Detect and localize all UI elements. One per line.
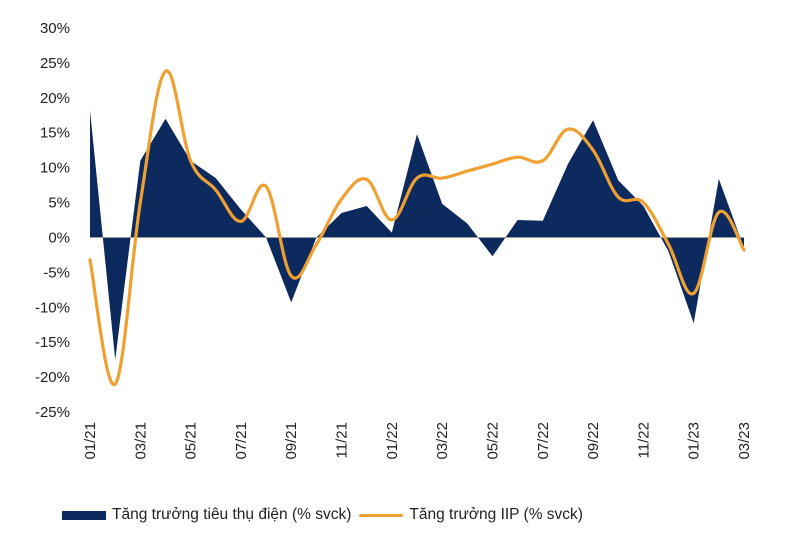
x-axis-tick-labels: 01/21 03/21 05/21 07/21 09/21 11/21 01/22 03/22… xyxy=(82,422,753,460)
x-tick-label: 09/22 xyxy=(585,422,602,460)
x-tick-label: 01/21 xyxy=(82,422,99,460)
y-tick-label: -5% xyxy=(43,264,70,281)
y-tick-label: 5% xyxy=(48,195,70,212)
y-tick-label: 10% xyxy=(40,160,70,177)
x-tick-label: 07/21 xyxy=(233,422,250,460)
x-tick-label: 01/23 xyxy=(686,422,703,460)
y-tick-label: 15% xyxy=(40,125,70,142)
legend-item-power: Tăng trưởng tiêu thụ điện (% svck) xyxy=(62,506,351,524)
legend: Tăng trưởng tiêu thụ điện (% svck) Tăng … xyxy=(62,503,591,527)
y-tick-label: -10% xyxy=(35,299,70,316)
legend-label-iip: Tăng trưởng IIP (% svck) xyxy=(409,506,583,523)
x-tick-label: 01/22 xyxy=(384,422,401,460)
y-tick-label: 25% xyxy=(40,55,70,72)
x-tick-label: 11/21 xyxy=(334,422,351,458)
x-tick-label: 03/23 xyxy=(736,422,753,460)
x-tick-label: 07/22 xyxy=(535,422,552,460)
legend-line-swatch xyxy=(359,513,404,517)
x-tick-label: 05/22 xyxy=(484,422,501,460)
legend-item-iip: Tăng trưởng IIP (% svck) xyxy=(359,506,583,524)
x-tick-label: 05/21 xyxy=(183,422,200,460)
iip-line xyxy=(88,69,746,386)
y-tick-label: 0% xyxy=(48,229,70,246)
x-tick-label: 09/21 xyxy=(283,422,300,460)
legend-label-power: Tăng trưởng tiêu thụ điện (% svck) xyxy=(112,506,352,523)
x-tick-label: 11/22 xyxy=(635,422,652,458)
y-tick-label: -25% xyxy=(35,404,70,421)
x-tick-label: 03/21 xyxy=(132,422,149,460)
y-tick-label: -20% xyxy=(35,369,70,386)
x-tick-label: 03/22 xyxy=(434,422,451,460)
power-consumption-area xyxy=(90,110,744,360)
y-tick-label: 30% xyxy=(40,20,70,37)
y-tick-label: -15% xyxy=(35,334,70,351)
legend-area-swatch xyxy=(62,510,106,520)
y-axis-tick-labels: 30% 25% 20% 15% 10% 5% 0% -5% -10% -15% -20% -25% xyxy=(35,20,70,421)
y-tick-label: 20% xyxy=(40,90,70,107)
iip-line-series xyxy=(88,69,746,386)
